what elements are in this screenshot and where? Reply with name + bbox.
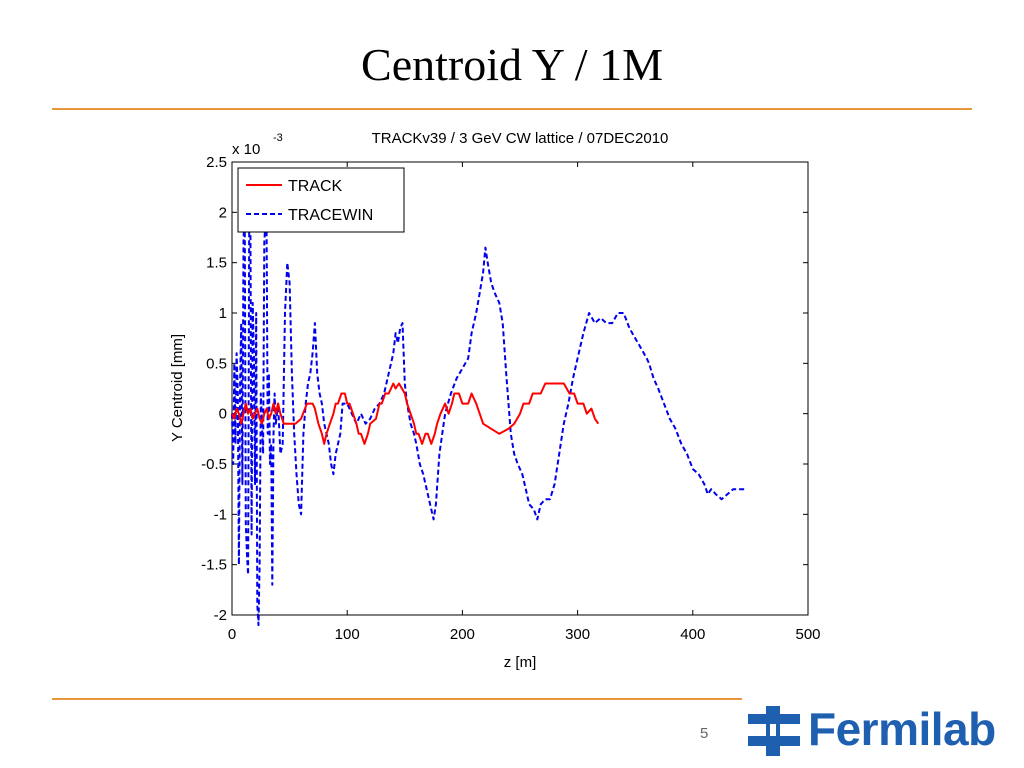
fermilab-mark-icon bbox=[748, 706, 800, 756]
y-multiplier-exponent: -3 bbox=[273, 132, 283, 144]
series-line-track bbox=[231, 382, 600, 445]
legend-label-track: TRACK bbox=[288, 178, 343, 195]
top-divider bbox=[52, 108, 972, 110]
legend: TRACK TRACEWIN bbox=[237, 167, 405, 233]
x-tick-label: 500 bbox=[795, 626, 820, 643]
series-line-tracewin bbox=[231, 191, 745, 627]
y-tick-label: -1.5 bbox=[201, 557, 227, 574]
y-tick-label: 0 bbox=[219, 406, 227, 423]
x-tick-label: 400 bbox=[680, 626, 705, 643]
x-tick-label: 300 bbox=[565, 626, 590, 643]
axis-ticks: 0 100 200 300 400 500 -2 -1.5 -1 -0.5 0 0.5 1 1.5 2 2.5 bbox=[201, 154, 820, 643]
y-tick-label: -2 bbox=[214, 607, 227, 624]
legend-label-tracewin: TRACEWIN bbox=[288, 207, 373, 224]
y-tick-label: 1.5 bbox=[206, 255, 227, 272]
y-tick-label: 0.5 bbox=[206, 355, 227, 372]
y-tick-label: 2 bbox=[219, 204, 227, 221]
chart-title: TRACKv39 / 3 GeV CW lattice / 07DEC2010 bbox=[372, 130, 669, 147]
plot-area bbox=[231, 161, 809, 616]
page-number: 5 bbox=[700, 725, 709, 742]
logo-text: Fermilab bbox=[808, 703, 996, 755]
y-tick-label: 1 bbox=[219, 305, 227, 322]
y-tick-label: 2.5 bbox=[206, 154, 227, 171]
legend-box bbox=[237, 167, 405, 233]
y-multiplier: x 10 bbox=[232, 141, 260, 158]
slide-title: Centroid Y / 1M bbox=[361, 39, 663, 90]
fermilab-logo: Fermilab bbox=[746, 700, 1016, 756]
centroid-chart: 0 100 200 300 400 500 -2 -1.5 -1 -0.5 0 0.5 1 1.5 2 2.5… bbox=[169, 130, 821, 671]
y-tick-label: -1 bbox=[214, 506, 227, 523]
x-tick-label: 0 bbox=[228, 626, 236, 643]
bottom-divider bbox=[52, 698, 742, 700]
x-tick-label: 200 bbox=[450, 626, 475, 643]
y-tick-label: -0.5 bbox=[201, 456, 227, 473]
x-axis-label: z [m] bbox=[504, 654, 537, 671]
x-tick-label: 100 bbox=[335, 626, 360, 643]
y-axis-label: Y Centroid [mm] bbox=[169, 334, 186, 442]
series-layer bbox=[231, 191, 745, 627]
